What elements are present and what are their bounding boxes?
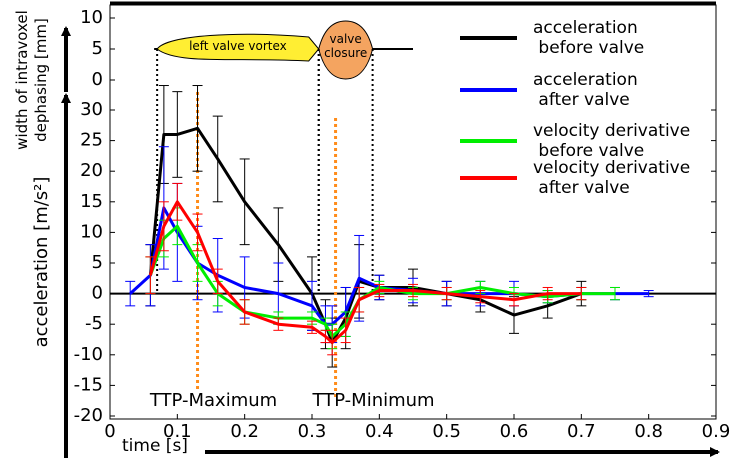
y-tick-label: 5 (92, 252, 103, 273)
y-tick-label: -5 (85, 313, 103, 334)
region-label: left valve vortex (189, 39, 287, 53)
series-line (148, 126, 582, 345)
x-tick-label: 0.7 (567, 421, 596, 442)
y2-tick-label: 5 (92, 38, 103, 59)
y-tick-label: 10 (80, 221, 103, 242)
text-line: before valve (533, 38, 644, 58)
y2-axis-label: width of intravoxeldephasing [mm] (13, 10, 50, 150)
y-tick-label: -20 (74, 405, 103, 426)
y-tick-label: 30 (80, 99, 103, 120)
x-tick-label: 0.8 (634, 421, 663, 442)
x-tick-label: 0.5 (432, 421, 461, 442)
y-tick-label: -15 (74, 374, 103, 395)
legend-label: velocity derivative after valve (533, 158, 690, 198)
y-tick-label: -10 (74, 344, 103, 365)
text-line: after valve (533, 90, 630, 110)
y2-tick-label: 0 (92, 69, 103, 90)
text-line: velocity derivative (533, 121, 690, 141)
x-tick-label: 0 (104, 421, 115, 442)
x-tick-label: 0.2 (230, 421, 259, 442)
text-line: before valve (533, 141, 644, 161)
series-line (148, 224, 615, 338)
series-line (148, 200, 582, 345)
text-line: valve (330, 32, 362, 46)
text-line: width of intravoxel (13, 10, 31, 150)
y-tick-label: 15 (80, 191, 103, 212)
plot-frame (109, 4, 717, 420)
text-line: acceleration (533, 18, 638, 38)
legend-label: acceleration after valve (533, 70, 638, 110)
x-tick-label: 0.1 (163, 421, 192, 442)
text-line: left valve vortex (189, 39, 287, 53)
text-line: after valve (533, 178, 630, 198)
x-axis-label: time [s] (122, 436, 188, 456)
text-line: dephasing [mm] (32, 18, 50, 142)
y-tick-label: 0 (92, 283, 103, 304)
y-tick-label: 20 (80, 160, 103, 181)
x-tick-label: 0.9 (702, 421, 731, 442)
text-line: acceleration (533, 70, 638, 90)
x-tick-label: 0.4 (365, 421, 394, 442)
legend-label: velocity derivative before valve (533, 121, 690, 161)
text-line: velocity derivative (533, 158, 690, 178)
ttp-label: TTP-Minimum (312, 390, 435, 411)
text-line: closure (324, 46, 367, 60)
x-tick-label: 0.3 (298, 421, 327, 442)
series-line (129, 206, 649, 326)
y2-tick-label: 10 (80, 7, 103, 28)
ttp-label: TTP-Maximum (149, 390, 277, 411)
y-axis-label: acceleration [m/s²] (31, 177, 52, 348)
y-tick-label: 25 (80, 130, 103, 151)
region-label: valve closure (324, 32, 367, 60)
legend-label: acceleration before valve (533, 18, 644, 58)
x-tick-label: 0.6 (500, 421, 529, 442)
